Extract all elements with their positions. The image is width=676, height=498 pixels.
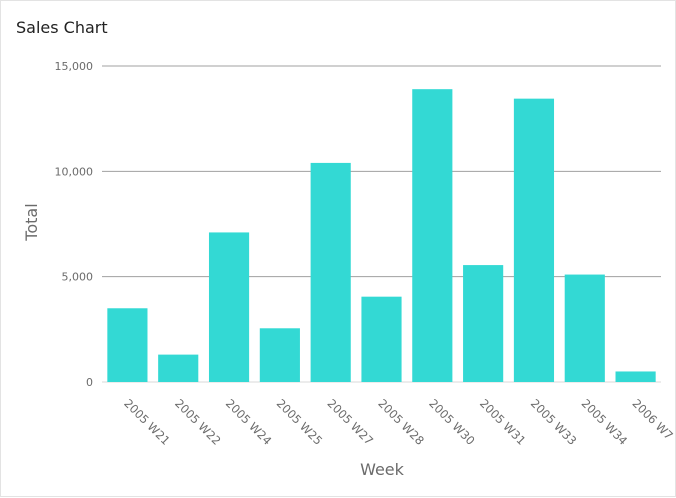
x-tick-label: 2005 W24 [223, 396, 275, 448]
x-axis-label: Week [360, 460, 405, 479]
x-tick-label: 2005 W33 [528, 396, 580, 448]
x-tick-label: 2006 W7 [629, 396, 675, 442]
bar[interactable] [208, 232, 250, 382]
y-tick-label: 15,000 [55, 60, 94, 73]
bars [107, 89, 656, 383]
bar[interactable] [107, 308, 148, 382]
x-tick-label: 2005 W25 [274, 396, 326, 448]
y-tick-label: 5,000 [62, 271, 94, 284]
x-tick-label: 2005 W21 [121, 396, 173, 448]
y-tick-label: 0 [86, 376, 93, 389]
y-axis-label: Total [22, 203, 41, 241]
bar[interactable] [412, 89, 453, 382]
x-tick-label: 2005 W28 [375, 396, 427, 448]
x-tick-labels: 2005 W21 2005 W22 2005 W24 2005 W25 2005 W27… [121, 396, 676, 448]
chart-title: Sales Chart [16, 18, 108, 37]
x-tick-label: 2005 W31 [477, 396, 529, 448]
bar[interactable] [615, 371, 656, 382]
y-tick-label: 10,000 [55, 165, 94, 178]
bar[interactable] [259, 328, 300, 382]
bar[interactable] [361, 296, 402, 382]
x-tick-label: 2005 W30 [426, 396, 478, 448]
x-tick-label: 2005 W22 [172, 396, 224, 448]
bar[interactable] [463, 265, 504, 382]
bar[interactable] [513, 98, 555, 383]
y-tick-labels: 0 5,000 10,000 15,000 [55, 60, 94, 389]
x-tick-label: 2005 W34 [579, 396, 631, 448]
bar[interactable] [158, 354, 199, 382]
bar[interactable] [564, 274, 605, 382]
bar[interactable] [310, 162, 351, 382]
x-tick-label: 2005 W27 [325, 396, 377, 448]
